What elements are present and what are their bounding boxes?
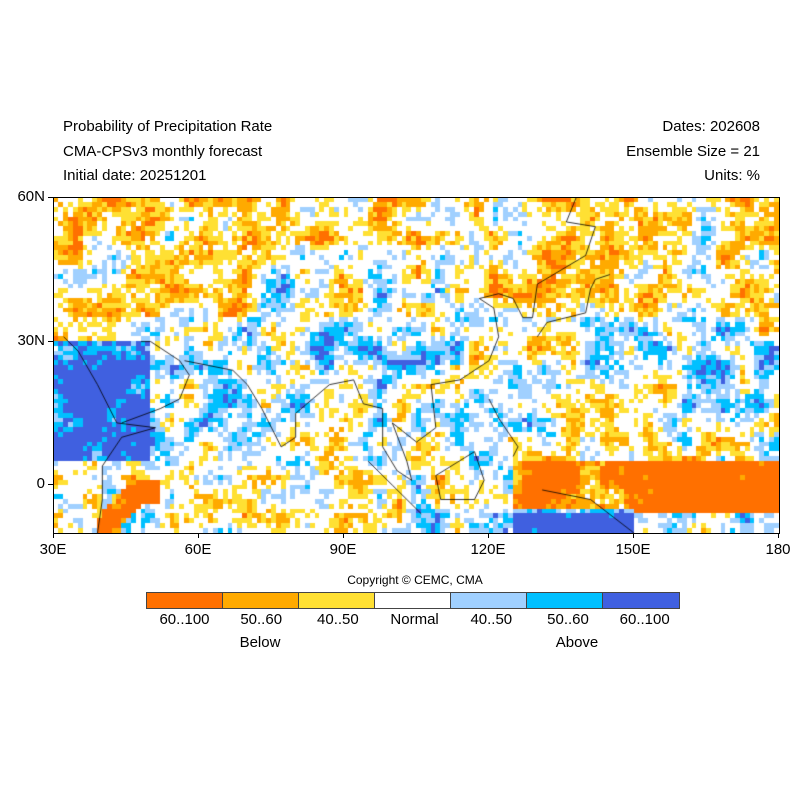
lat-tick	[48, 484, 53, 486]
legend-swatch	[451, 593, 527, 608]
legend-bin-label: 60..100	[159, 611, 210, 628]
lon-tick	[343, 533, 344, 538]
model-label: CMA-CPSv3 monthly forecast	[63, 143, 263, 160]
lon-tick-label: 150E	[615, 541, 651, 558]
legend-swatch	[299, 593, 375, 608]
legend-swatch	[527, 593, 603, 608]
legend-above-label: Above	[555, 634, 599, 651]
lon-tick-label: 180	[765, 541, 791, 558]
legend-swatch	[603, 593, 679, 608]
lon-tick	[778, 533, 779, 538]
legend-swatch	[375, 593, 451, 608]
legend-swatch	[147, 593, 223, 608]
legend-bin-label: 40..50	[317, 611, 359, 628]
lon-tick-label: 30E	[39, 541, 67, 558]
lat-tick	[48, 197, 53, 198]
legend-below-label: Below	[239, 634, 281, 651]
initial-date: Initial date: 20251201	[63, 167, 207, 184]
lon-tick	[488, 533, 489, 538]
legend-swatch	[223, 593, 299, 608]
ensemble-size: Ensemble Size = 21	[626, 143, 760, 160]
units-label: Units: %	[704, 167, 760, 184]
lat-tick-label: 60N	[17, 188, 45, 205]
lon-tick-label: 120E	[470, 541, 506, 558]
lat-tick	[48, 340, 53, 342]
lon-tick	[633, 533, 634, 538]
legend-bin-label: 50..60	[547, 611, 589, 628]
lat-tick-label: 0	[36, 475, 45, 493]
legend-bin-label: 50..60	[240, 611, 283, 628]
lon-tick-label: 90E	[329, 541, 357, 558]
copyright: Copyright © CEMC, CMA	[347, 573, 483, 587]
legend-bin-label: Normal	[390, 611, 439, 628]
legend-bin-label: 60..100	[619, 611, 670, 628]
lat-tick-label: 30N	[17, 331, 45, 349]
forecast-dates: Dates: 202608	[662, 118, 760, 135]
color-legend	[146, 592, 680, 609]
probability-map	[53, 197, 780, 534]
lon-tick-label: 60E	[184, 541, 212, 558]
figure-title: Probability of Precipitation Rate	[63, 118, 273, 135]
lon-tick	[53, 533, 54, 538]
lon-tick	[198, 533, 199, 538]
legend-bin-label: 40..50	[470, 611, 513, 628]
